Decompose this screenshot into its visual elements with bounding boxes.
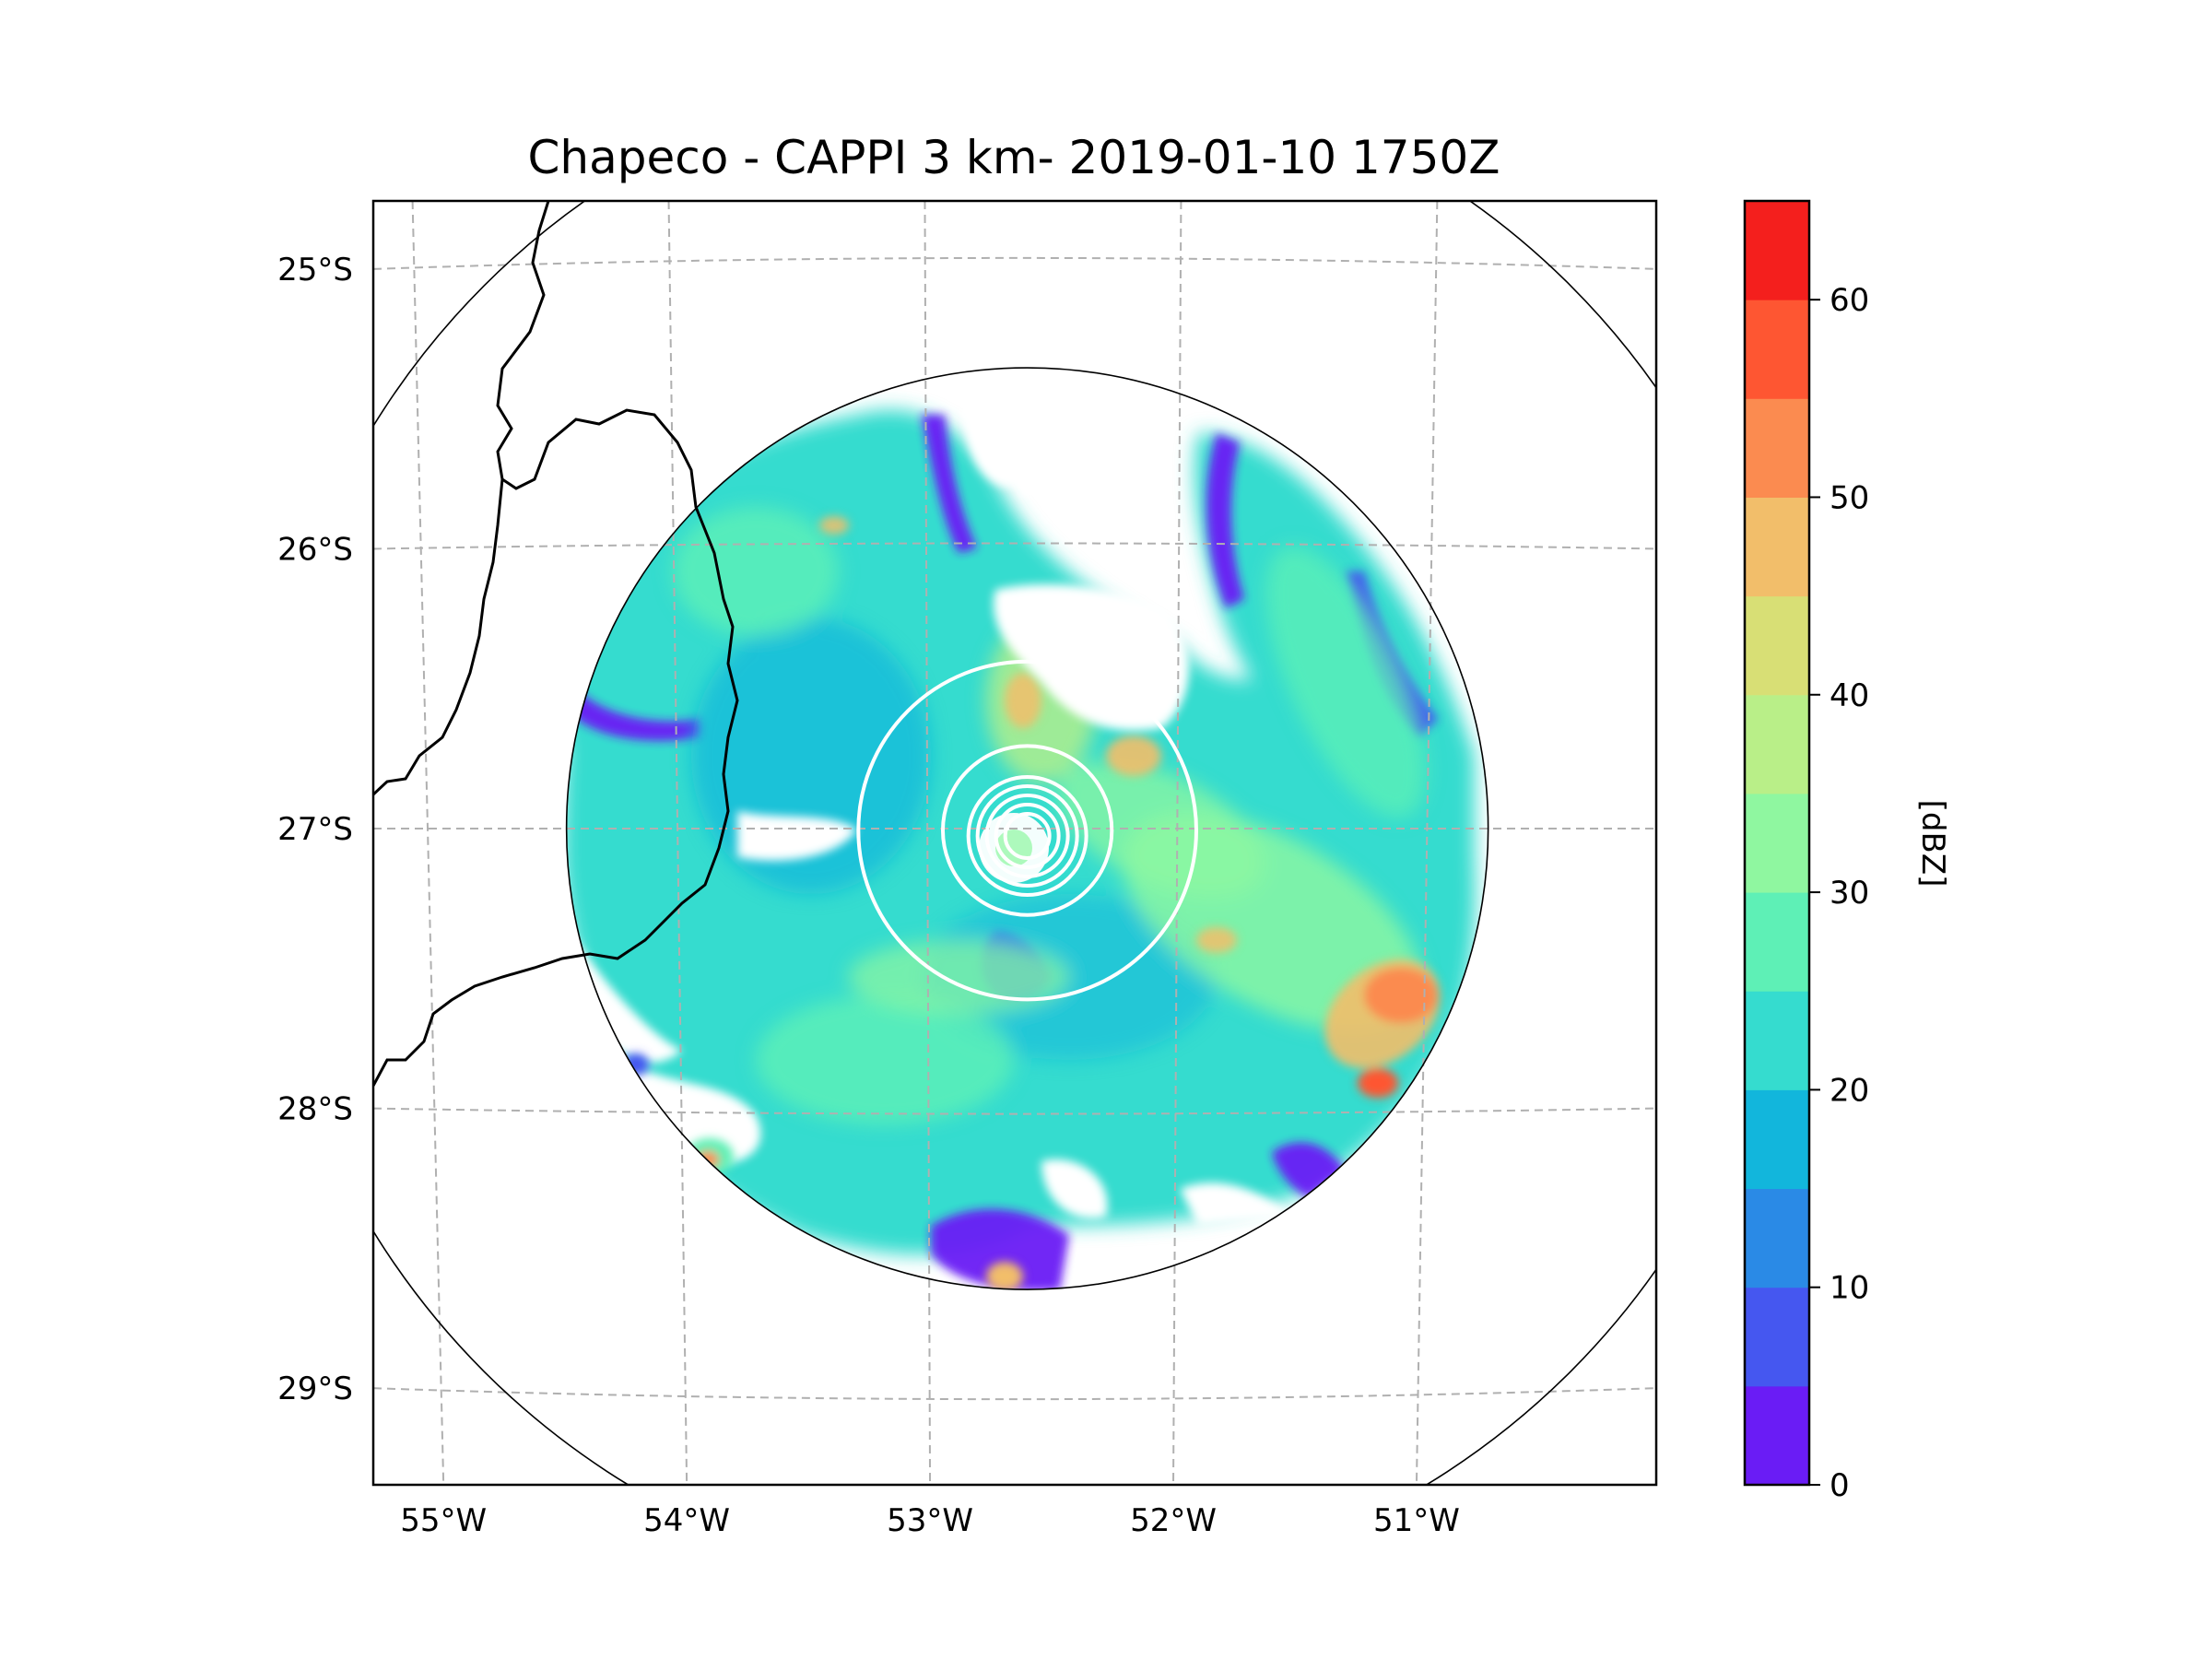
country-borders [373, 201, 739, 1087]
x-tick-label: 54°W [643, 1502, 730, 1539]
gridline-lon [1415, 201, 1439, 1485]
colorbar-segment [1745, 694, 1809, 794]
y-tick-label: 26°S [277, 531, 353, 568]
reflectivity-field [566, 387, 1476, 1290]
border-brazil-argentina [373, 201, 739, 1087]
border-paraguay-argentina [373, 478, 504, 796]
range-rings [373, 201, 1656, 1485]
gridline-lon [924, 201, 932, 1485]
colorbar-segment [1745, 991, 1809, 1090]
colorbar-tick-label: 50 [1830, 479, 1869, 516]
range-ring [565, 367, 1489, 1290]
gridline-lat [373, 1107, 1656, 1115]
x-tick-label: 53°W [887, 1502, 973, 1539]
range-ring [1003, 812, 1052, 861]
chart-title: Chapeco - CAPPI 3 km- 2019-01-10 1750Z [528, 131, 1500, 184]
colorbar-tick-label: 0 [1830, 1467, 1850, 1504]
y-tick-label: 29°S [277, 1371, 353, 1407]
colorbar-segment [1745, 892, 1809, 992]
colorbar-tick-label: 10 [1830, 1270, 1869, 1307]
range-ring [856, 659, 1198, 1002]
colorbar-frame [1743, 199, 1811, 1487]
colorbar-tick-label: 20 [1830, 1072, 1869, 1109]
range-ring [975, 784, 1079, 888]
colorbar-ticks: 0 10 20 30 40 50 60 [1809, 282, 1869, 1504]
colorbar-segment [1745, 1287, 1809, 1387]
colorbar-segment [1745, 1188, 1809, 1288]
colorbar-tick-label: 40 [1830, 677, 1869, 714]
gridline-lon [1172, 201, 1182, 1485]
y-tick-label: 25°S [277, 252, 353, 288]
colorbar-segment [1745, 595, 1809, 696]
range-ring [940, 744, 1114, 917]
colorbar-label: [dBZ] [1914, 800, 1951, 888]
y-tick-label: 28°S [277, 1091, 353, 1128]
colorbar [1743, 199, 1811, 1487]
gridline-lat [373, 256, 1656, 270]
gridline-lat [373, 542, 1656, 550]
x-tick-label: 52°W [1130, 1502, 1217, 1539]
range-ring [984, 794, 1070, 879]
axes-frame [371, 199, 1658, 1487]
colorbar-segment [1745, 793, 1809, 893]
gridline-lon [411, 201, 445, 1485]
range-ring [994, 803, 1061, 870]
x-tick-label: 51°W [1373, 1502, 1460, 1539]
colorbar-segment [1745, 1089, 1809, 1190]
colorbar-tick-label: 60 [1830, 282, 1869, 319]
colorbar-segment [1745, 398, 1809, 498]
gridline-lon [667, 201, 688, 1485]
colorbar-tick-label: 30 [1830, 875, 1869, 912]
gridline-lat [373, 1387, 1656, 1401]
colorbar-segment [1745, 497, 1809, 597]
colorbar-segment [1745, 300, 1809, 399]
colorbar-segment [1745, 201, 1809, 300]
x-tick-labels: 55°W 54°W 53°W 52°W 51°W [400, 1502, 1460, 1539]
range-ring [966, 775, 1088, 898]
echo-void-north [994, 584, 1189, 731]
y-tick-labels: 25°S 26°S 27°S 28°S 29°S [277, 252, 353, 1407]
colorbar-segment [1745, 1385, 1809, 1486]
y-tick-label: 27°S [277, 811, 353, 848]
x-tick-label: 55°W [400, 1502, 487, 1539]
map-axes [373, 201, 1656, 1485]
gridlines [373, 201, 1656, 1485]
